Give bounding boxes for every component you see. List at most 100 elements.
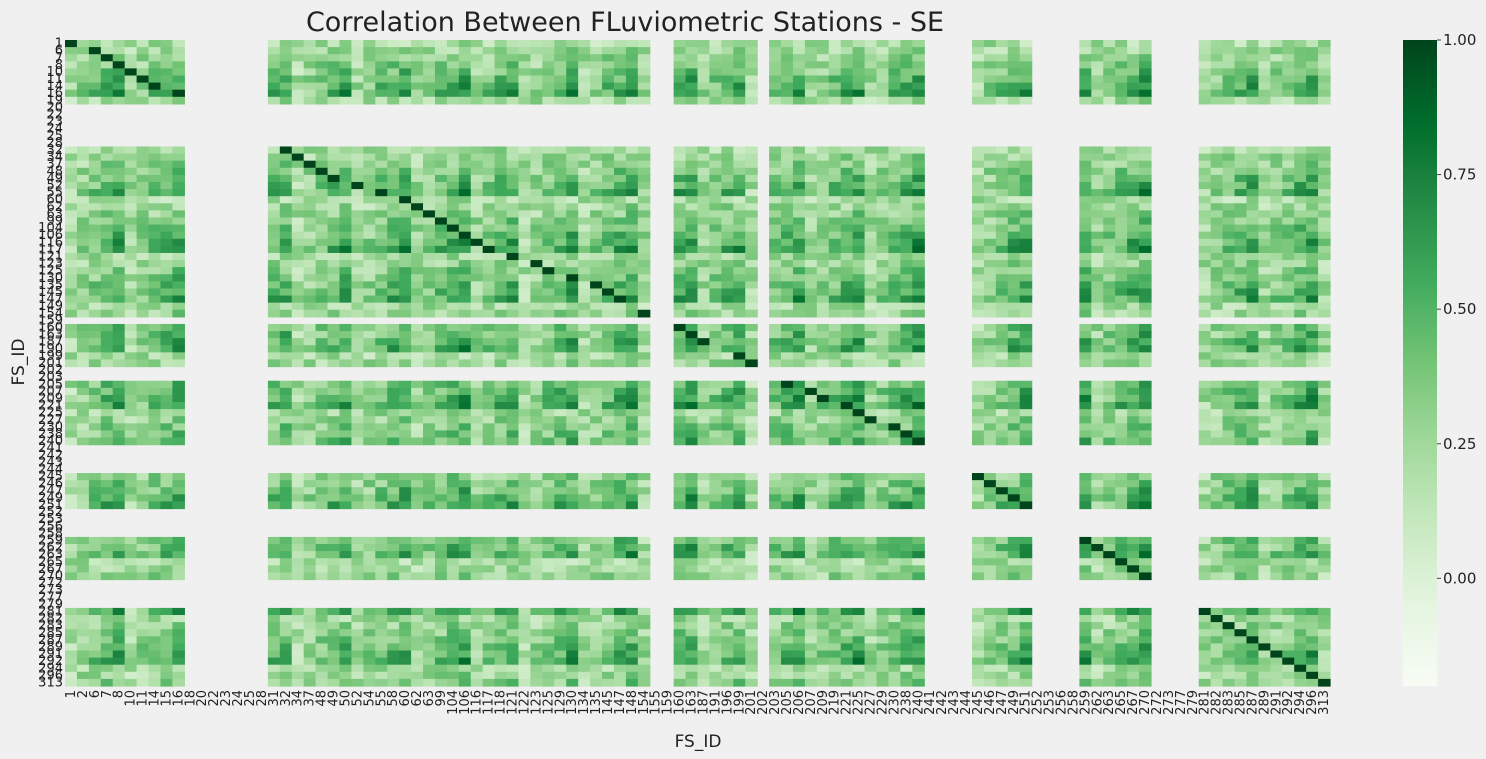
heatmap-cell xyxy=(136,181,150,190)
heatmap-cell xyxy=(554,380,567,389)
heatmap-cell xyxy=(1270,380,1283,389)
heatmap-cell xyxy=(995,544,1009,552)
heatmap-cell xyxy=(88,224,102,233)
heatmap-cell xyxy=(1115,345,1128,353)
heatmap-cell xyxy=(506,402,520,410)
heatmap-cell xyxy=(1246,402,1259,410)
heatmap-cell xyxy=(995,203,1009,211)
heatmap-cell xyxy=(816,565,830,574)
heatmap-cell xyxy=(482,309,496,318)
heatmap-cell xyxy=(160,437,173,446)
heatmap-cell xyxy=(136,189,150,197)
heatmap-cell xyxy=(327,302,341,311)
heatmap-cell xyxy=(888,96,901,105)
heatmap-cell xyxy=(148,89,162,98)
heatmap-cell xyxy=(160,238,173,247)
heatmap-cell xyxy=(76,267,90,275)
heatmap-cell xyxy=(399,558,412,566)
heatmap-cell xyxy=(745,558,758,566)
heatmap-cell xyxy=(1115,217,1128,226)
heatmap-cell xyxy=(339,416,353,424)
heatmap-cell xyxy=(65,224,78,233)
heatmap-cell xyxy=(88,267,102,275)
heatmap-cell xyxy=(888,295,901,304)
heatmap-cell xyxy=(482,544,496,552)
heatmap-cell xyxy=(876,146,890,155)
heatmap-cell xyxy=(888,82,901,91)
heatmap-cell xyxy=(864,409,878,417)
heatmap-cell xyxy=(685,394,699,403)
heatmap-cell xyxy=(1079,551,1092,559)
heatmap-cell xyxy=(566,501,579,510)
heatmap-cell xyxy=(1115,288,1128,297)
heatmap-cell xyxy=(971,394,985,403)
heatmap-cell xyxy=(1115,146,1128,155)
heatmap-cell xyxy=(530,572,543,581)
heatmap-cell xyxy=(363,607,376,616)
heatmap-cell xyxy=(697,54,711,62)
heatmap-cell xyxy=(1210,238,1224,247)
heatmap-cell xyxy=(375,153,388,162)
heatmap-cell xyxy=(423,473,436,481)
heatmap-cell xyxy=(399,565,412,574)
heatmap-cell xyxy=(399,61,412,69)
heatmap-cell xyxy=(685,203,699,211)
heatmap-cell xyxy=(267,224,281,233)
heatmap-cell xyxy=(1222,153,1236,162)
heatmap-cell xyxy=(590,231,603,240)
heatmap-cell xyxy=(1115,210,1128,219)
heatmap-cell xyxy=(566,409,579,417)
heatmap-cell xyxy=(363,252,376,261)
heatmap-cell xyxy=(1079,473,1092,481)
heatmap-cell xyxy=(518,40,532,48)
heatmap-cell xyxy=(733,387,746,396)
heatmap-cell xyxy=(1270,40,1283,48)
heatmap-cell xyxy=(613,551,627,559)
heatmap-cell xyxy=(697,309,711,318)
heatmap-cell xyxy=(1246,82,1259,91)
heatmap-cell xyxy=(518,309,532,318)
heatmap-cell xyxy=(1258,572,1271,581)
heatmap-cell xyxy=(578,288,591,297)
heatmap-cell xyxy=(1246,359,1259,368)
heatmap-cell xyxy=(542,394,555,403)
heatmap-cell xyxy=(1007,387,1021,396)
heatmap-cell xyxy=(1294,323,1307,332)
heatmap-cell xyxy=(279,402,293,410)
heatmap-cell xyxy=(124,252,138,261)
heatmap-cell xyxy=(1115,423,1128,432)
heatmap-cell xyxy=(876,295,890,304)
heatmap-cell xyxy=(267,210,281,219)
heatmap-cell xyxy=(411,302,424,311)
heatmap-cell xyxy=(995,189,1009,197)
heatmap-cell xyxy=(351,338,364,346)
heatmap-cell xyxy=(279,309,293,318)
heatmap-cell xyxy=(315,89,329,98)
heatmap-cell xyxy=(291,238,305,247)
heatmap-cell xyxy=(1294,331,1307,339)
heatmap-cell xyxy=(971,189,985,197)
heatmap-cell xyxy=(375,54,388,62)
heatmap-cell xyxy=(781,359,794,368)
heatmap-cell xyxy=(506,394,520,403)
heatmap-cell xyxy=(1198,295,1212,304)
heatmap-cell xyxy=(769,302,782,311)
heatmap-cell xyxy=(1019,61,1033,69)
heatmap-cell xyxy=(840,345,854,353)
heatmap-cell xyxy=(100,267,114,275)
heatmap-cell xyxy=(971,281,985,290)
heatmap-cell xyxy=(88,196,102,204)
heatmap-cell xyxy=(1318,274,1331,282)
heatmap-cell xyxy=(446,473,460,481)
heatmap-cell xyxy=(65,267,78,275)
heatmap-cell xyxy=(769,430,782,439)
heatmap-cell xyxy=(613,167,627,176)
heatmap-cell xyxy=(876,536,890,545)
heatmap-cell xyxy=(136,75,150,84)
heatmap-cell xyxy=(1139,409,1152,417)
heatmap-cell xyxy=(625,54,639,62)
heatmap-cell xyxy=(65,54,78,62)
heatmap-cell xyxy=(88,89,102,98)
heatmap-cell xyxy=(983,338,997,346)
heatmap-cell xyxy=(124,352,138,361)
